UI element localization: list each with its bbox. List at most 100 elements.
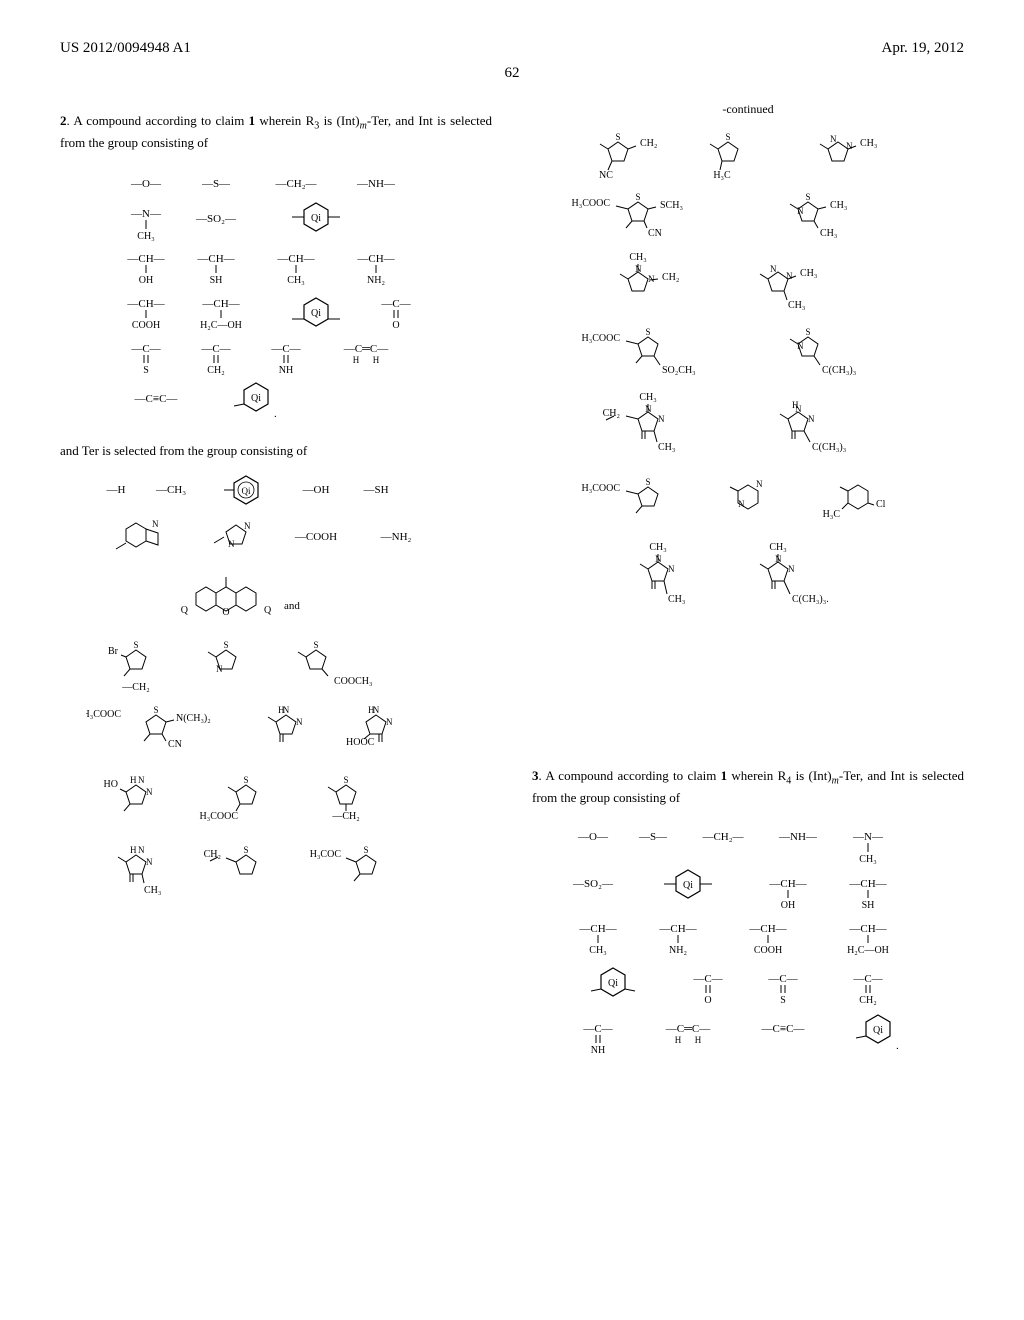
svg-text:Qi: Qi (251, 393, 261, 404)
svg-text:—COOH: —COOH (294, 531, 337, 543)
svg-text:N: N (146, 787, 153, 797)
left-column: 2. A compound according to claim 1 where… (60, 102, 492, 1077)
svg-text:Qi: Qi (242, 486, 251, 496)
svg-text:.: . (274, 408, 277, 420)
svg-text:—CH—: —CH— (578, 923, 617, 935)
claim3-body-2: wherein R (727, 768, 786, 783)
page-number: 62 (60, 65, 964, 82)
svg-text:—N—: —N— (852, 831, 884, 843)
thiazole-1: S N (208, 640, 236, 674)
svg-text:H: H (695, 1035, 702, 1045)
svg-text:H: H (373, 355, 380, 365)
svg-text:—C═C—: —C═C— (343, 343, 389, 355)
chem-ter-groups: —H —CH₃ Qi —OH —SH N (60, 475, 492, 1015)
svg-text:—CH—: —CH— (848, 878, 887, 890)
svg-text:N: N (797, 341, 804, 351)
chem-svg-continued: S CH₂ NC S H₃C (558, 132, 938, 752)
svg-text:—CH₃: —CH₃ (155, 484, 186, 496)
svg-text:H: H (130, 845, 137, 855)
svg-text:N: N (648, 274, 655, 284)
svg-text:N: N (808, 414, 815, 424)
svg-text:S: S (635, 192, 640, 202)
svg-text:S: S (243, 775, 248, 785)
svg-text:S: S (780, 995, 786, 1006)
svg-text:CH₃: CH₃ (859, 854, 876, 865)
svg-text:CH₃: CH₃ (629, 252, 646, 263)
svg-text:Qi: Qi (311, 308, 321, 319)
chem-int-groups-1: —O— —S— —CH₂— —NH— —N— CH₃ —SO₂— Qi (60, 167, 492, 427)
svg-text:—CH₂: —CH₂ (331, 811, 359, 822)
svg-text:S: S (645, 477, 650, 487)
svg-text:CH₃: CH₃ (639, 392, 656, 403)
svg-text:S: S (615, 132, 620, 142)
svg-text:N: N (738, 499, 745, 509)
svg-text:N: N (775, 554, 782, 564)
svg-text:COOCH₃: COOCH₃ (334, 676, 373, 687)
svg-text:H₃C: H₃C (823, 509, 841, 520)
page-header: US 2012/0094948 A1 Apr. 19, 2012 (60, 40, 964, 57)
phenyl-qi-1: Qi (292, 203, 340, 231)
svg-text:Br: Br (108, 646, 119, 657)
svg-text:CH₃: CH₃ (830, 200, 847, 211)
svg-text:O: O (222, 607, 229, 618)
svg-text:N: N (795, 404, 802, 414)
svg-text:NH: NH (591, 1045, 605, 1056)
claim-body-2: wherein R (255, 113, 314, 128)
svg-text:S: S (143, 365, 149, 376)
svg-text:.: . (896, 1040, 899, 1052)
svg-text:and: and (284, 600, 300, 612)
claim3-body-3: is (Int) (791, 768, 831, 783)
chem-svg-ter: —H —CH₃ Qi —OH —SH N (86, 475, 466, 1015)
svg-text:—C—: —C— (767, 973, 798, 985)
publication-date: Apr. 19, 2012 (882, 40, 965, 57)
chem-svg-int2: —O— —S— —CH₂— —NH— —N— CH₃ —SO₂— Qi —CH (558, 822, 938, 1062)
svg-text:S: S (645, 327, 650, 337)
svg-text:—C≡C—: —C≡C— (761, 1023, 806, 1035)
svg-text:HO: HO (104, 779, 118, 790)
claim-body-1: . A compound according to claim (67, 113, 249, 128)
linker-so2: —SO₂— (195, 213, 237, 225)
publication-number: US 2012/0094948 A1 (60, 40, 191, 57)
thiophene-cooch3: S COOCH₃ (298, 640, 373, 687)
svg-text:CH₂: CH₂ (662, 272, 679, 283)
svg-text:CH₃: CH₃ (820, 228, 837, 239)
svg-text:NC: NC (599, 170, 613, 181)
svg-text:CH₂: CH₂ (859, 995, 876, 1006)
svg-text:S: S (343, 775, 348, 785)
svg-text:—CH—: —CH— (748, 923, 787, 935)
svg-text:OH: OH (139, 275, 153, 286)
svg-text:—C—: —C— (582, 1023, 613, 1035)
svg-text:N: N (668, 564, 675, 574)
svg-text:—CH—: —CH— (201, 298, 240, 310)
svg-text:N: N (373, 705, 380, 715)
svg-text:H₃COOC: H₃COOC (582, 483, 621, 494)
svg-text:H₃COOC: H₃COOC (582, 333, 621, 344)
svg-text:S: S (363, 845, 368, 855)
claim-body-3: is (Int) (319, 113, 359, 128)
svg-text:CH₃: CH₃ (658, 442, 675, 453)
svg-text:N: N (216, 664, 223, 674)
svg-text:N: N (830, 134, 837, 144)
bromo-thiophene: S Br (108, 640, 146, 676)
claim3-body-1: . A compound according to claim (539, 768, 721, 783)
svg-text:Qi: Qi (873, 1025, 883, 1036)
svg-text:CH₃: CH₃ (800, 268, 817, 279)
svg-text:N: N (756, 479, 763, 489)
svg-text:—CH—: —CH— (126, 298, 165, 310)
svg-text:S: S (313, 640, 318, 650)
n-sub: CH₃ (137, 231, 154, 242)
linker-nh: —NH— (356, 178, 396, 190)
svg-text:COOH: COOH (132, 320, 160, 331)
svg-text:NH: NH (279, 365, 293, 376)
svg-text:CH₃: CH₃ (287, 275, 304, 286)
svg-text:H₃COOC: H₃COOC (200, 811, 239, 822)
svg-text:—CH—: —CH— (276, 253, 315, 265)
right-column: -continued S CH₂ NC S (532, 102, 964, 1077)
svg-text:CH₃: CH₃ (668, 594, 685, 605)
svg-text:N: N (244, 521, 251, 531)
svg-text:N: N (138, 775, 145, 785)
svg-text:N: N (296, 717, 303, 727)
svg-text:SH: SH (862, 900, 875, 911)
svg-text:—CH—: —CH— (768, 878, 807, 890)
svg-text:S: S (133, 640, 138, 650)
